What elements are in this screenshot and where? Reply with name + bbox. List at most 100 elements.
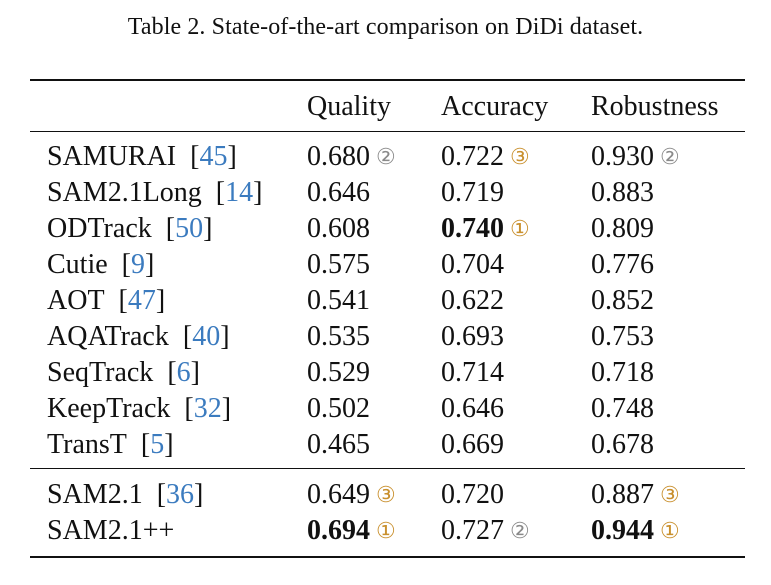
accuracy-value: 0.646	[441, 393, 504, 424]
robustness-cell: 0.930 ②	[591, 140, 680, 175]
method-name: ODTrack [50]	[47, 213, 213, 244]
accuracy-cell: 0.727 ②	[441, 514, 530, 549]
citation-link[interactable]: 32	[193, 393, 222, 424]
quality-cell: 0.575	[307, 248, 370, 282]
citation-link[interactable]: 6	[176, 357, 191, 388]
method-name: Cutie [9]	[47, 249, 155, 280]
citation-link[interactable]: 40	[192, 321, 221, 352]
accuracy-cell: 0.719	[441, 176, 504, 210]
method-name: SAM2.1++	[47, 514, 174, 548]
accuracy-value: 0.622	[441, 285, 504, 316]
accuracy-value: 0.714	[441, 357, 504, 388]
quality-value: 0.649	[307, 479, 370, 510]
accuracy-cell: 0.714	[441, 356, 504, 390]
accuracy-cell: 0.669	[441, 428, 504, 462]
robustness-cell: 0.887 ③	[591, 478, 680, 513]
quality-cell: 0.541	[307, 284, 370, 318]
accuracy-value: 0.704	[441, 249, 504, 280]
quality-value: 0.694	[307, 515, 370, 546]
accuracy-value: 0.693	[441, 321, 504, 352]
quality-value: 0.608	[307, 213, 370, 244]
method-label: SAM2.1	[47, 479, 143, 510]
citation-link[interactable]: 47	[127, 285, 156, 316]
quality-value: 0.535	[307, 321, 370, 352]
quality-cell: 0.502	[307, 392, 370, 426]
quality-cell: 0.680 ②	[307, 140, 396, 175]
accuracy-cell: 0.722 ③	[441, 140, 530, 175]
robustness-cell: 0.944 ①	[591, 514, 680, 549]
robustness-value: 0.753	[591, 321, 654, 352]
accuracy-value: 0.669	[441, 429, 504, 460]
robustness-value: 0.930	[591, 141, 654, 172]
header-quality: Quality	[307, 91, 391, 122]
method-name: SeqTrack [6]	[47, 357, 200, 388]
top-rule	[30, 79, 745, 81]
rank-1-icon: ①	[376, 518, 396, 543]
citation-link[interactable]: 50	[175, 213, 204, 244]
robustness-cell: 0.809	[591, 212, 654, 246]
bottom-rule	[30, 556, 745, 558]
citation-link[interactable]: 5	[150, 429, 165, 460]
rank-1-icon: ①	[510, 216, 530, 241]
robustness-cell: 0.883	[591, 176, 654, 210]
quality-cell: 0.646	[307, 176, 370, 210]
robustness-cell: 0.718	[591, 356, 654, 390]
quality-cell: 0.535	[307, 320, 370, 354]
accuracy-value: 0.727	[441, 515, 504, 546]
robustness-cell: 0.748	[591, 392, 654, 426]
method-name: KeepTrack [32]	[47, 393, 232, 424]
method-label: AQATrack	[47, 321, 169, 352]
citation-link[interactable]: 9	[131, 249, 145, 280]
method-label: SAM2.1++	[47, 515, 175, 546]
rank-2-icon: ②	[510, 518, 530, 543]
robustness-value: 0.776	[591, 249, 654, 280]
quality-value: 0.529	[307, 357, 370, 388]
citation-link[interactable]: 14	[225, 177, 254, 208]
method-name: SAM2.1 [36]	[47, 479, 204, 510]
quality-cell: 0.529	[307, 356, 370, 390]
quality-value: 0.465	[307, 429, 370, 460]
robustness-value: 0.887	[591, 479, 654, 510]
method-label: SeqTrack	[47, 357, 154, 388]
method-label: SAMURAI	[47, 141, 177, 172]
robustness-cell: 0.753	[591, 320, 654, 354]
robustness-cell: 0.776	[591, 248, 654, 282]
rank-1-icon: ①	[660, 518, 680, 543]
method-name: AQATrack [40]	[47, 321, 230, 352]
citation-link[interactable]: 36	[166, 479, 195, 510]
robustness-value: 0.944	[591, 515, 654, 546]
quality-cell: 0.465	[307, 428, 370, 462]
robustness-value: 0.718	[591, 357, 654, 388]
robustness-value: 0.852	[591, 285, 654, 316]
quality-cell: 0.608	[307, 212, 370, 246]
group-rule	[30, 468, 745, 470]
quality-value: 0.646	[307, 177, 370, 208]
rank-2-icon: ②	[376, 144, 396, 169]
method-label: TransT	[47, 429, 127, 460]
accuracy-cell: 0.740 ①	[441, 212, 530, 247]
accuracy-cell: 0.720	[441, 478, 504, 512]
table-caption: Table 2. State-of-the-art comparison on …	[127, 14, 644, 40]
accuracy-value: 0.719	[441, 177, 504, 208]
rank-2-icon: ②	[660, 144, 680, 169]
method-label: SAM2.1Long	[47, 177, 202, 208]
accuracy-value: 0.740	[441, 213, 504, 244]
robustness-value: 0.748	[591, 393, 654, 424]
method-label: AOT	[47, 285, 105, 316]
citation-link[interactable]: 45	[199, 141, 228, 172]
quality-value: 0.680	[307, 141, 370, 172]
method-name: SAMURAI [45]	[47, 141, 237, 172]
robustness-cell: 0.678	[591, 428, 654, 462]
accuracy-cell: 0.704	[441, 248, 504, 282]
method-name: TransT [5]	[47, 429, 174, 460]
accuracy-value: 0.722	[441, 141, 504, 172]
header-accuracy: Accuracy	[441, 91, 549, 122]
quality-value: 0.541	[307, 285, 370, 316]
robustness-value: 0.809	[591, 213, 654, 244]
accuracy-value: 0.720	[441, 479, 504, 510]
robustness-value: 0.678	[591, 429, 654, 460]
method-name: SAM2.1Long [14]	[47, 177, 263, 208]
rank-3-icon: ③	[510, 144, 530, 169]
method-label: Cutie	[47, 249, 108, 280]
rank-3-icon: ③	[376, 482, 396, 507]
